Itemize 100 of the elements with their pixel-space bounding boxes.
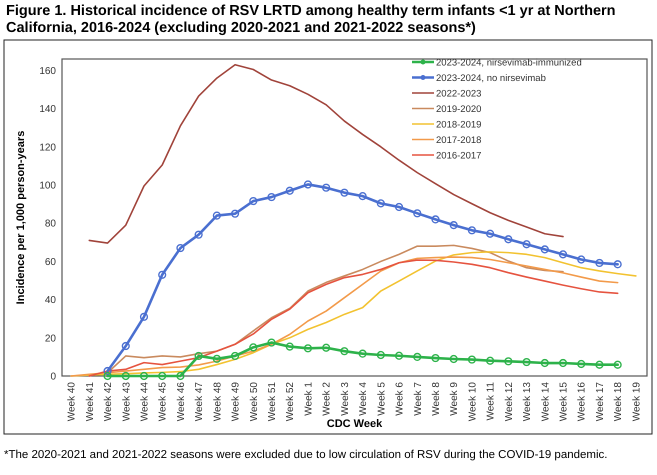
- x-tick-label: Week 11: [486, 382, 497, 421]
- legend-label: 2023-2024, no nirsevimab: [436, 72, 546, 84]
- x-tick-label: Week 3: [340, 382, 351, 416]
- point: [558, 358, 568, 368]
- x-tick-label: Week 8: [430, 382, 442, 416]
- point: [394, 352, 404, 360]
- y-tick-label: 160: [39, 66, 56, 77]
- point: [413, 209, 422, 218]
- x-tick-label: Week 51: [267, 382, 278, 422]
- point: [122, 372, 130, 380]
- point: [522, 240, 531, 248]
- x-tick-label: Week 7: [412, 382, 424, 416]
- point: [504, 357, 512, 366]
- legend-label: 2016-2017: [436, 150, 482, 162]
- x-tick-label: Week 16: [576, 382, 588, 422]
- x-tick-label: Week 5: [376, 382, 388, 416]
- point: [431, 215, 440, 224]
- point: [103, 372, 112, 380]
- legend-label: 2018-2019: [436, 119, 482, 130]
- point: [358, 350, 367, 358]
- x-tick-label: Week 45: [158, 382, 169, 422]
- point: [394, 202, 404, 212]
- point: [431, 354, 440, 362]
- point: [140, 372, 148, 380]
- x-tick-label: Week 15: [558, 382, 570, 422]
- point: [304, 344, 312, 352]
- point: [230, 352, 240, 360]
- x-tick-label: Week 13: [522, 382, 534, 422]
- point: [103, 366, 112, 376]
- x-tick-label: Week 48: [212, 382, 224, 422]
- y-axis-title: Incidence per 1,000 person-years: [15, 130, 27, 304]
- x-tick-label: Week 50: [248, 382, 260, 422]
- point: [249, 196, 258, 206]
- point: [614, 260, 622, 268]
- point: [450, 354, 458, 364]
- point: [230, 210, 240, 218]
- y-tick-label: 60: [44, 256, 56, 268]
- legend-label: 2017-2018: [436, 134, 482, 146]
- x-tick-label: Week 42: [103, 382, 114, 422]
- point: [340, 188, 348, 197]
- point: [340, 347, 348, 356]
- x-tick-label: Week 14: [540, 382, 552, 422]
- x-tick-label: Week 18: [613, 382, 624, 422]
- y-tick-label: 100: [39, 180, 56, 192]
- x-tick-label: Week 41: [84, 382, 96, 422]
- y-tick-label: 0: [50, 372, 56, 382]
- point: [614, 360, 622, 369]
- point: [212, 354, 221, 363]
- point: [267, 192, 276, 202]
- y-tick-label: 80: [44, 218, 56, 230]
- x-tick-label: Week 4: [358, 382, 370, 416]
- point: [522, 358, 531, 366]
- point: [486, 230, 494, 238]
- point: [595, 258, 604, 268]
- point: [358, 192, 367, 200]
- point: [468, 226, 476, 234]
- text: *The 2020-2021 and 2021-2022 seasons were excluded due to low circulation of RSV during the COVID-19 pandemic.: [3, 448, 608, 461]
- point: [158, 372, 166, 380]
- point: [376, 350, 385, 360]
- point: [468, 355, 476, 364]
- point: [413, 352, 422, 362]
- x-tick-label: Week 52: [285, 382, 296, 422]
- x-tick-label: Week 1: [303, 382, 314, 416]
- x-tick-label: Week 9: [449, 382, 460, 416]
- legend-label: 2023-2024, nirsevimab-immunized: [436, 57, 582, 68]
- x-tick-label: Week 12: [504, 382, 515, 422]
- point: [376, 199, 385, 208]
- y-tick-label: 120: [39, 142, 56, 154]
- point: [504, 235, 512, 244]
- x-tick-label: Week 49: [230, 382, 242, 422]
- point: [558, 250, 568, 258]
- point: [158, 270, 166, 279]
- x-axis-title: CDC Week: [326, 418, 384, 430]
- point: [194, 230, 203, 239]
- point: [267, 338, 276, 347]
- point: [286, 342, 294, 351]
- point: [286, 186, 294, 195]
- point: [486, 356, 494, 365]
- point: [577, 360, 586, 368]
- x-tick-label: Week 46: [176, 382, 187, 422]
- x-tick-label: Week 6: [394, 382, 406, 416]
- point: [577, 255, 586, 264]
- point: [194, 352, 203, 360]
- x-tick-label: Week 19: [631, 382, 642, 422]
- point: [122, 342, 130, 350]
- x-tick-label: Week 47: [194, 382, 206, 422]
- point: [140, 312, 148, 321]
- x-tick-label: Week 43: [121, 382, 132, 422]
- y-tick-label: 40: [44, 295, 56, 306]
- point: [304, 180, 312, 189]
- point: [595, 360, 604, 369]
- legend-label: 2022-2023: [436, 88, 482, 100]
- point: [540, 358, 549, 368]
- x-tick-label: Week 40: [66, 382, 78, 422]
- x-tick-label: Week 17: [594, 382, 606, 422]
- y-tick-label: 140: [39, 104, 56, 116]
- legend-label: 2019-2020: [436, 104, 482, 115]
- y-tick-label: 20: [44, 333, 56, 344]
- x-tick-label: Week 10: [467, 382, 478, 422]
- x-tick-label: Week 44: [139, 382, 150, 422]
